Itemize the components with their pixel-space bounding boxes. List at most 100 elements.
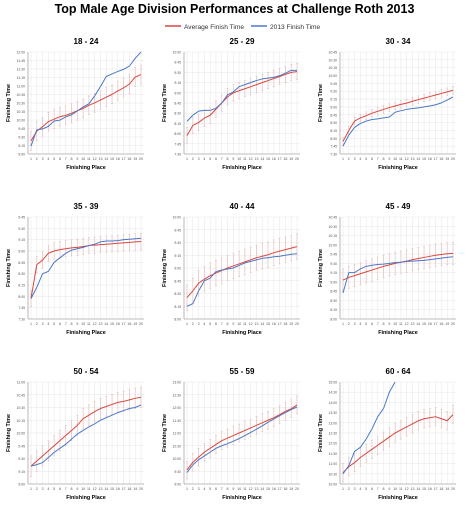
y-tick-label: 7:30 xyxy=(18,318,25,322)
page-title: Top Male Age Division Performances at Ch… xyxy=(54,2,415,16)
x-tick-label: 13 xyxy=(254,157,258,161)
x-tick-label: 9 xyxy=(232,487,234,491)
x-tick-label: 15 xyxy=(266,487,270,491)
x-tick-label: 13 xyxy=(98,322,102,326)
y-tick-label: 9:00 xyxy=(174,483,181,487)
x-tick-label: 3 xyxy=(42,487,44,491)
x-tick-label: 1 xyxy=(342,322,344,326)
y-tick-label: 9:45 xyxy=(174,61,181,65)
series-average-finish-time xyxy=(186,246,298,298)
y-tick-label: 7:45 xyxy=(330,145,337,149)
x-tick-label: 9 xyxy=(76,322,78,326)
x-axis-label: Finishing Place xyxy=(66,330,106,336)
y-tick-label: 9:15 xyxy=(330,271,337,275)
x-tick-label: 20 xyxy=(295,487,299,491)
chart-title: 40 - 44 xyxy=(230,202,255,211)
x-tick-label: 12 xyxy=(405,157,409,161)
y-tick-label: 9:15 xyxy=(330,98,337,102)
y-tick-label: 10:30 xyxy=(329,58,338,62)
y-tick-label: 8:00 xyxy=(330,137,337,141)
x-tick-label: 13 xyxy=(254,487,258,491)
y-tick-label: 8:30 xyxy=(174,112,181,116)
x-tick-label: 2 xyxy=(36,157,38,161)
chart-panel: 60 - 64 10:00 10:30 11:00 11:30 12:00 12:30 13:… xyxy=(318,367,456,501)
x-tick-label: 7 xyxy=(377,322,379,326)
x-tick-label: 5 xyxy=(365,322,367,326)
x-tick-label: 9 xyxy=(388,487,390,491)
y-tick-label: 9:15 xyxy=(18,238,25,242)
x-tick-label: 10 xyxy=(237,157,241,161)
x-tick-label: 18 xyxy=(127,487,131,491)
series-average-finish-time xyxy=(342,414,454,474)
x-tick-label: 1 xyxy=(186,487,188,491)
x-tick-label: 10 xyxy=(393,487,397,491)
chart-panel: 35 - 39 7:30 7:45 8:00 8:15 8:30 8:45 9:00 9:15 9… xyxy=(6,202,144,336)
y-tick-label: 8:00 xyxy=(174,318,181,322)
x-tick-label: 6 xyxy=(215,487,217,491)
x-tick-label: 9 xyxy=(232,157,234,161)
x-tick-label: 10 xyxy=(81,322,85,326)
y-tick-label: 11:30 xyxy=(329,452,337,456)
x-tick-label: 13 xyxy=(98,157,102,161)
series-average-finish-time xyxy=(186,71,298,136)
x-tick-label: 4 xyxy=(47,487,49,491)
x-tick-label: 11 xyxy=(399,157,403,161)
y-axis-label: Finishing Time xyxy=(162,414,168,452)
x-tick-label: 16 xyxy=(428,157,432,161)
y-tick-label: 8:45 xyxy=(174,102,181,106)
x-tick-label: 17 xyxy=(122,157,126,161)
x-tick-label: 10 xyxy=(81,157,85,161)
x-tick-label: 8 xyxy=(383,322,385,326)
y-axis-label: Finishing Time xyxy=(6,249,12,287)
x-tick-label: 17 xyxy=(122,322,126,326)
x-tick-label: 12 xyxy=(249,322,253,326)
chart-panel: 55 - 59 9:00 9:30 10:00 10:30 11:00 11:30 12:00… xyxy=(162,367,300,501)
x-tick-label: 8 xyxy=(227,487,229,491)
y-tick-label: 8:45 xyxy=(330,113,337,117)
x-tick-label: 17 xyxy=(122,487,126,491)
x-tick-label: 3 xyxy=(198,322,200,326)
y-axis-label: Finishing Time xyxy=(162,84,168,122)
x-tick-label: 1 xyxy=(30,322,32,326)
x-tick-label: 1 xyxy=(30,487,32,491)
y-tick-label: 11:30 xyxy=(173,419,181,423)
x-tick-label: 3 xyxy=(198,487,200,491)
y-tick-label: 10:00 xyxy=(173,457,182,461)
y-tick-label: 8:30 xyxy=(174,292,181,296)
y-tick-label: 9:45 xyxy=(174,228,181,232)
x-tick-label: 4 xyxy=(203,157,205,161)
x-tick-label: 9 xyxy=(388,157,390,161)
x-tick-label: 14 xyxy=(416,487,420,491)
x-tick-label: 8 xyxy=(227,157,229,161)
y-tick-label: 9:15 xyxy=(18,470,25,474)
y-tick-label: 8:15 xyxy=(18,284,25,288)
y-tick-label: 14:00 xyxy=(329,401,338,405)
x-tick-label: 2 xyxy=(192,487,194,491)
y-tick-label: 10:30 xyxy=(173,444,182,448)
x-tick-label: 18 xyxy=(283,157,287,161)
y-tick-label: 9:00 xyxy=(18,153,25,157)
series-average-finish-time xyxy=(30,74,142,142)
x-tick-label: 15 xyxy=(422,157,426,161)
x-axis-label: Finishing Place xyxy=(222,330,262,336)
x-tick-label: 8 xyxy=(71,322,73,326)
y-tick-label: 10:00 xyxy=(17,432,26,436)
x-tick-label: 15 xyxy=(266,322,270,326)
x-tick-label: 18 xyxy=(127,157,131,161)
y-tick-label: 9:45 xyxy=(330,82,337,86)
x-tick-label: 4 xyxy=(47,157,49,161)
series-average-finish-time xyxy=(342,89,454,142)
x-tick-label: 9 xyxy=(76,487,78,491)
chart-title: 18 - 24 xyxy=(74,37,99,46)
y-tick-label: 9:00 xyxy=(330,280,337,284)
x-tick-label: 20 xyxy=(139,322,143,326)
x-tick-label: 12 xyxy=(93,157,97,161)
chart-panel: 50 - 54 9:00 9:15 9:30 9:45 10:00 10:15 10:30 10… xyxy=(6,367,144,501)
x-tick-label: 6 xyxy=(59,322,61,326)
x-tick-label: 1 xyxy=(342,157,344,161)
x-tick-label: 4 xyxy=(359,157,361,161)
series-average-finish-time xyxy=(186,404,298,471)
x-tick-label: 11 xyxy=(87,322,91,326)
y-tick-label: 12:00 xyxy=(17,51,26,55)
